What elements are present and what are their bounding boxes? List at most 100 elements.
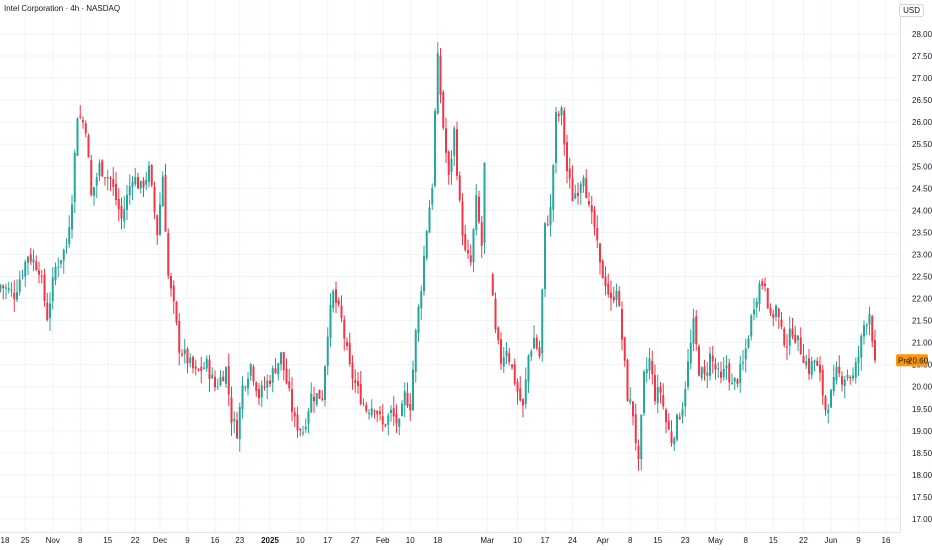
candle-body xyxy=(472,229,475,263)
candle-body xyxy=(181,353,183,355)
candle-body xyxy=(335,289,337,303)
candle-body xyxy=(557,113,560,117)
candle-body xyxy=(266,380,269,388)
x-tick-label: 22 xyxy=(131,536,140,545)
candle-body xyxy=(871,316,874,342)
candle-body xyxy=(54,266,57,281)
candle-body xyxy=(513,364,516,384)
candle-body xyxy=(656,387,659,404)
candle-body xyxy=(252,366,255,382)
candle-body xyxy=(645,368,648,374)
candle-body xyxy=(431,188,434,205)
candle-body xyxy=(10,289,13,291)
y-tick-label: 24.50 xyxy=(912,184,932,193)
candle-body xyxy=(318,389,321,399)
y-tick-label: 19.50 xyxy=(912,405,932,414)
candle-body xyxy=(412,369,414,411)
candle-body xyxy=(348,342,351,365)
candle-body xyxy=(304,426,307,430)
candle-body xyxy=(98,162,101,177)
candle-body xyxy=(49,303,51,319)
candle-body xyxy=(120,206,123,219)
x-tick-label: 9 xyxy=(856,536,861,545)
candle-body xyxy=(145,179,148,185)
x-tick-label: 25 xyxy=(21,536,30,545)
candle-body xyxy=(791,328,794,337)
y-tick-label: 22.50 xyxy=(912,273,932,282)
candle-body xyxy=(186,348,189,364)
candle-body xyxy=(588,201,590,205)
x-tick-label: 23 xyxy=(681,536,690,545)
y-tick-label: 20.00 xyxy=(912,383,932,392)
candle-body xyxy=(71,204,73,230)
candle-body xyxy=(802,355,805,364)
candle-body xyxy=(313,396,315,402)
y-tick-label: 25.00 xyxy=(912,162,932,171)
candle-body xyxy=(857,356,860,363)
candle-body xyxy=(799,337,802,355)
candle-body xyxy=(524,379,527,405)
candle-body xyxy=(27,256,29,263)
candle-body xyxy=(769,308,772,314)
candle-body xyxy=(32,259,35,263)
candle-body xyxy=(607,283,610,295)
candle-body xyxy=(585,178,588,199)
candle-body xyxy=(612,296,615,301)
candle-body xyxy=(247,378,249,389)
candle-body xyxy=(337,300,340,305)
candle-body xyxy=(797,335,799,341)
candle-body xyxy=(258,389,260,399)
candle-body xyxy=(703,366,706,374)
candle-body xyxy=(351,362,354,379)
candle-body xyxy=(172,285,175,302)
candle-body xyxy=(390,409,392,414)
x-tick-label: 17 xyxy=(323,536,332,545)
time-axis[interactable]: 18 25 Nov 8 15 22 Dec 9 16 23 2025 10 17 27 Feb 10 18 Mar… xyxy=(0,532,900,546)
candle-body xyxy=(29,254,32,262)
candle-body xyxy=(79,116,82,118)
x-tick-label: 15 xyxy=(653,536,662,545)
candle-body xyxy=(604,276,607,286)
candle-body xyxy=(777,308,780,318)
candle-body xyxy=(368,412,370,414)
candle-body xyxy=(838,366,841,374)
candle-body xyxy=(183,349,186,355)
candle-body xyxy=(354,380,357,383)
x-tick-label: 18 xyxy=(433,536,442,545)
y-tick-label: 18.00 xyxy=(912,471,932,480)
candle-body xyxy=(285,368,288,384)
candle-body xyxy=(464,234,467,251)
candles xyxy=(0,42,876,471)
candle-body xyxy=(808,358,810,374)
y-tick-label: 23.50 xyxy=(912,228,932,237)
candle-body xyxy=(167,233,170,276)
candle-body xyxy=(805,361,808,366)
candle-body xyxy=(370,408,373,416)
candle-body xyxy=(764,283,766,287)
candle-body xyxy=(104,177,106,179)
candle-body xyxy=(417,306,420,334)
candle-body xyxy=(439,55,442,95)
candle-body xyxy=(601,260,604,279)
currency-button[interactable]: USD xyxy=(899,4,924,17)
candle-body xyxy=(392,408,395,417)
candle-body xyxy=(758,283,761,304)
candle-body xyxy=(667,420,670,430)
candle-body xyxy=(46,302,49,320)
candle-body xyxy=(750,315,753,337)
x-tick-label: 16 xyxy=(882,536,891,545)
candle-body xyxy=(736,379,739,384)
candle-body xyxy=(84,123,87,134)
candle-body xyxy=(610,292,612,299)
candle-body xyxy=(868,314,871,325)
candle-body xyxy=(159,204,161,235)
candle-body xyxy=(161,176,164,207)
candle-body xyxy=(425,231,428,259)
candle-body xyxy=(810,361,813,376)
candle-body xyxy=(255,382,258,392)
candle-body xyxy=(599,243,601,263)
chart-title: Intel Corporation · 4h · NASDAQ xyxy=(4,4,121,13)
candle-body xyxy=(841,376,843,385)
price-axis[interactable]: 17.0017.5018.0018.5019.0019.5020.0020.50… xyxy=(900,0,932,532)
